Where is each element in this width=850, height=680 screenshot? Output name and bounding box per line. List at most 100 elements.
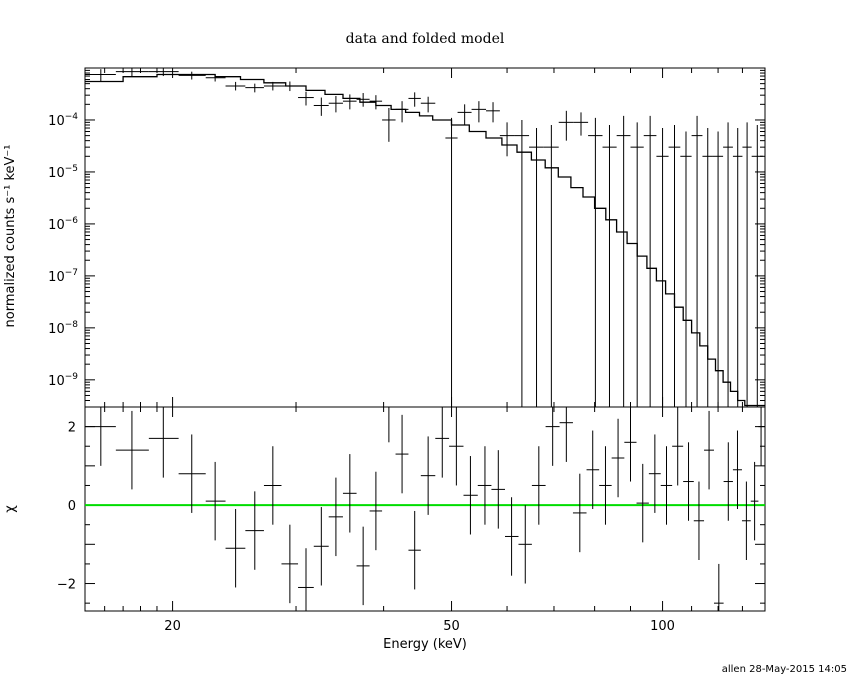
data-point	[420, 96, 436, 113]
data-point	[457, 104, 472, 126]
data-point	[702, 128, 713, 407]
data-point	[680, 131, 692, 407]
residual-point	[545, 407, 560, 466]
residual-point	[328, 477, 343, 557]
model-curve	[85, 73, 765, 407]
residual-point	[758, 407, 765, 466]
residual-point	[624, 407, 637, 482]
data-point	[668, 125, 681, 407]
data-point	[382, 107, 396, 142]
data-point	[514, 119, 530, 407]
residual-point	[477, 446, 492, 525]
residual-point	[704, 410, 714, 490]
y-tick-label: 10−7	[48, 268, 78, 285]
residual-point	[741, 481, 751, 560]
residual-point	[245, 491, 264, 570]
y-tick-label: 10−4	[48, 112, 78, 129]
y-tick-label: 10−6	[48, 216, 78, 233]
residual-point	[660, 446, 673, 525]
residual-point	[263, 446, 282, 525]
data-point	[732, 128, 743, 407]
residual-point	[505, 497, 519, 576]
data-point	[602, 125, 617, 407]
residual-point	[342, 454, 357, 533]
spectrum-panel: 10−4 10−5 10−6 10−7 10−8 10−9	[48, 67, 766, 408]
residual-point	[178, 434, 206, 513]
residual-point	[750, 461, 759, 541]
residual-point	[586, 430, 600, 509]
data-point	[281, 81, 299, 92]
chart-title: data and folded model	[346, 31, 505, 47]
residual-point	[683, 442, 694, 521]
data-point	[298, 91, 314, 106]
y-tick-label: −2	[57, 578, 76, 593]
data-point	[369, 95, 383, 110]
x-axis-label: Energy (keV)	[383, 637, 467, 652]
data-point	[691, 115, 703, 407]
timestamp-stamp: allen 28-May-2015 14:05	[722, 664, 847, 675]
data-point	[342, 94, 357, 110]
residual-point	[369, 471, 383, 551]
residual-point	[408, 510, 421, 590]
data-point	[588, 117, 603, 407]
data-point	[328, 95, 343, 113]
data-point	[395, 101, 409, 123]
x-tick-label: 100	[650, 619, 675, 634]
data-point	[471, 101, 487, 123]
residual-point	[463, 456, 478, 535]
residual-point	[435, 407, 450, 478]
data-point	[85, 69, 116, 82]
residual-point	[732, 430, 742, 509]
y-tick-label: 10−5	[48, 164, 78, 181]
y-tick-label: 10−8	[48, 320, 78, 337]
residual-point	[611, 418, 625, 498]
data-point	[742, 122, 752, 407]
residual-point	[449, 407, 464, 486]
data-point	[723, 122, 733, 407]
data-point	[486, 102, 500, 123]
data-point	[445, 117, 458, 407]
data-point	[499, 122, 515, 157]
y-tick-label: 10−9	[48, 372, 78, 389]
data-point	[356, 93, 370, 107]
data-point	[543, 125, 559, 407]
data-point	[712, 131, 724, 407]
data-point	[115, 67, 149, 77]
x-tick-label: 20	[164, 619, 181, 634]
residual-point	[531, 446, 546, 525]
residual-point	[225, 509, 246, 588]
data-point	[656, 128, 669, 407]
y-axis-label-residuals: χ	[3, 505, 18, 513]
data-point	[245, 83, 264, 93]
residual-point	[85, 407, 116, 466]
y-tick-label: 0	[68, 499, 76, 514]
data-point	[529, 128, 544, 407]
data-point	[313, 97, 329, 116]
data-point	[263, 81, 282, 91]
data-point	[408, 92, 421, 107]
data-point	[630, 122, 644, 407]
residual-point	[115, 410, 149, 490]
residuals-frame	[84, 406, 766, 612]
y-tick-label: 2	[68, 421, 76, 436]
residual-point	[148, 407, 179, 478]
residual-point	[298, 548, 314, 611]
residual-point	[572, 473, 587, 553]
residual-point	[491, 450, 506, 529]
data-point	[178, 71, 206, 80]
residual-point	[723, 442, 733, 521]
residual-point	[281, 524, 299, 604]
data-point	[558, 110, 574, 141]
residual-point	[599, 446, 612, 525]
residual-point	[636, 463, 649, 543]
residual-point	[518, 505, 532, 584]
data-point	[751, 125, 763, 407]
residual-point	[672, 407, 684, 486]
residual-point	[420, 436, 436, 515]
data-point	[616, 115, 631, 407]
residual-point	[648, 434, 661, 513]
data-point	[148, 68, 179, 77]
data-point	[225, 81, 246, 91]
